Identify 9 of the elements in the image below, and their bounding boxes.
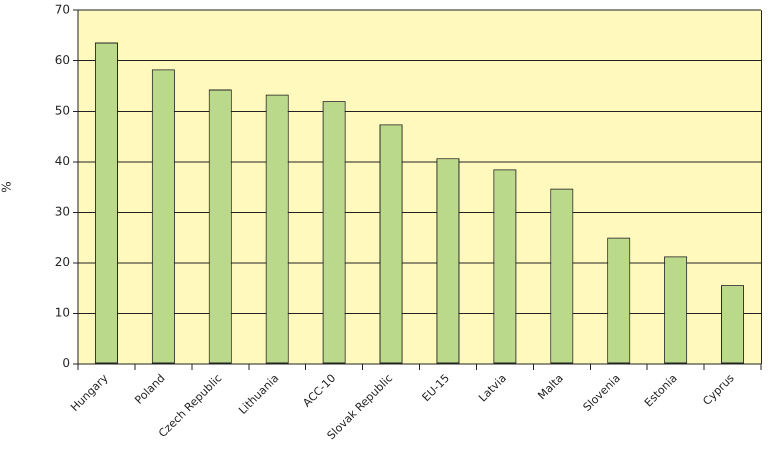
- y-tick-label: 0: [62, 356, 70, 370]
- y-tick-label: 10: [54, 306, 70, 320]
- y-axis-title: %: [0, 181, 14, 193]
- y-tick-label: 70: [54, 2, 70, 16]
- y-tick-label: 30: [54, 204, 70, 218]
- y-tick-label: 50: [54, 103, 70, 118]
- y-tick-label: 40: [54, 154, 70, 168]
- y-tick-label: 60: [54, 52, 70, 67]
- y-tick-label: 20: [54, 255, 70, 270]
